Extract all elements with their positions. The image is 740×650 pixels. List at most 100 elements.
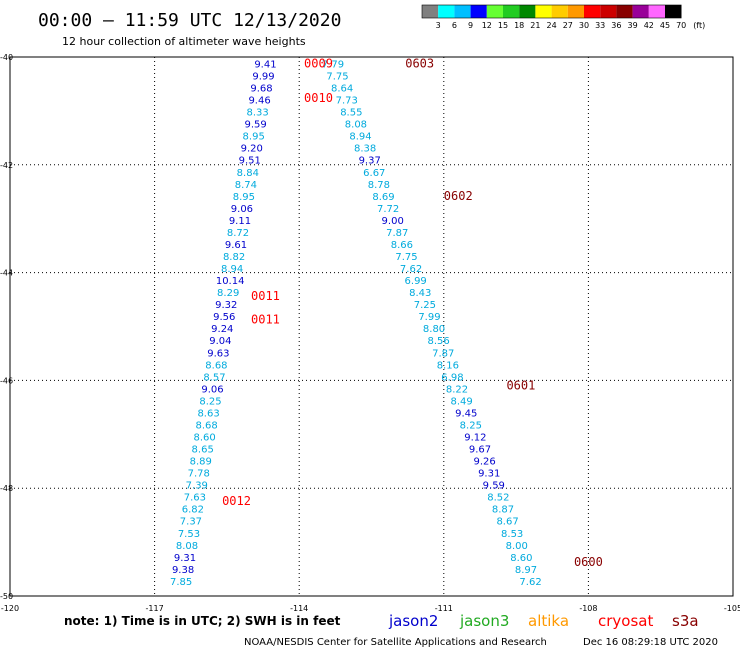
wave-height-label: 9.32 xyxy=(215,300,237,311)
satellite-jason3: jason3 xyxy=(459,612,509,630)
wave-height-label: 8.16 xyxy=(437,360,459,371)
wave-height-label: 7.72 xyxy=(377,204,399,215)
colorbar-label: 12 xyxy=(482,21,492,30)
wave-height-label: 8.63 xyxy=(197,408,219,419)
wave-height-label: 9.61 xyxy=(225,240,247,251)
wave-height-label: 8.72 xyxy=(227,228,249,239)
wave-height-label: 8.33 xyxy=(246,108,268,119)
wave-height-label: 8.74 xyxy=(235,180,257,191)
wave-height-label: 8.95 xyxy=(233,192,255,203)
colorbar-swatch xyxy=(648,5,665,18)
wave-height-label: 7.39 xyxy=(186,481,208,492)
wave-height-label: 6.67 xyxy=(363,168,385,179)
wave-height-label: 8.87 xyxy=(492,505,514,516)
wave-height-label: 8.56 xyxy=(428,336,450,347)
wave-height-label: 9.00 xyxy=(382,216,404,227)
wave-height-label: 9.63 xyxy=(207,348,229,359)
colorbar-label: 42 xyxy=(644,21,654,30)
wave-height-label: 7.87 xyxy=(432,348,454,359)
wave-height-values: 9.419.999.689.468.339.598.959.209.518.84… xyxy=(170,59,542,587)
satellite-s3a: s3a xyxy=(672,612,699,630)
colorbar-swatch xyxy=(600,5,617,18)
footer-credit: NOAA/NESDIS Center for Satellite Applica… xyxy=(244,637,547,648)
colorbar-label: 39 xyxy=(628,21,638,30)
wave-height-label: 10.14 xyxy=(216,276,245,287)
wave-height-label: 8.94 xyxy=(221,264,243,275)
wave-height-label: 9.51 xyxy=(239,156,261,167)
colorbar-swatch xyxy=(665,5,682,18)
time-label: 0011 xyxy=(251,289,280,303)
wave-height-label: 8.00 xyxy=(506,541,528,552)
wave-height-label: 9.56 xyxy=(213,312,235,323)
x-tick-label: -120 xyxy=(1,604,19,613)
y-tick-label: -50 xyxy=(0,592,13,601)
colorbar-swatch xyxy=(535,5,552,18)
wave-height-label: 9.06 xyxy=(201,384,223,395)
wave-height-label: 8.08 xyxy=(176,541,198,552)
wave-height-label: 6.98 xyxy=(441,372,463,383)
wave-height-label: 8.89 xyxy=(190,457,212,468)
wave-height-label: 8.97 xyxy=(515,565,537,576)
wave-height-label: 7.79 xyxy=(322,59,344,70)
wave-height-label: 9.26 xyxy=(473,457,495,468)
colorbar-legend: 3 6 9 12 15 18 21 24 27 30 33 36 39 42 45 70 (ft) xyxy=(421,4,705,30)
wave-height-label: 8.52 xyxy=(487,493,509,504)
colorbar-label: 24 xyxy=(547,21,557,30)
colorbar-label: 70 xyxy=(676,21,686,30)
wave-height-label: 8.60 xyxy=(510,553,532,564)
wave-height-label: 9.12 xyxy=(464,433,486,444)
wave-height-label: 8.49 xyxy=(450,396,472,407)
x-tick-label: -108 xyxy=(579,604,597,613)
wave-height-label: 9.67 xyxy=(469,445,491,456)
footer-note: note: 1) Time is in UTC; 2) SWH is in fe… xyxy=(64,614,341,628)
colorbar-swatch xyxy=(422,5,439,18)
plot-area: -120 -117 -114 -111 -108 -105 -40 -42 -44 -46 -48 -… xyxy=(0,53,740,613)
wave-height-label: 8.68 xyxy=(205,360,227,371)
wave-height-label: 8.80 xyxy=(423,324,445,335)
wave-height-label: 8.95 xyxy=(243,132,265,143)
wave-height-label: 7.85 xyxy=(170,577,192,588)
wave-height-label: 7.73 xyxy=(336,96,358,107)
wave-height-label: 8.25 xyxy=(460,420,482,431)
x-tick-label: -114 xyxy=(290,604,308,613)
colorbar-swatch xyxy=(551,5,568,18)
time-label: 0011 xyxy=(251,312,280,326)
y-tick-label: -48 xyxy=(0,484,13,493)
wave-height-label: 9.59 xyxy=(245,120,267,131)
satellite-jason2: jason2 xyxy=(388,612,438,630)
colorbar-swatch xyxy=(486,5,503,18)
colorbar-swatch xyxy=(632,5,649,18)
colorbar-swatch xyxy=(470,5,487,18)
wave-height-label: 9.11 xyxy=(229,216,251,227)
wave-height-label: 7.63 xyxy=(184,493,206,504)
wave-height-label: 7.75 xyxy=(326,72,348,83)
colorbar-swatch xyxy=(503,5,520,18)
colorbar-label: 45 xyxy=(660,21,670,30)
wave-height-label: 8.38 xyxy=(354,144,376,155)
satellite-cryosat: cryosat xyxy=(598,612,653,630)
wave-height-label: 6.99 xyxy=(405,276,427,287)
time-label: 0012 xyxy=(222,494,251,508)
wave-height-label: 8.60 xyxy=(194,433,216,444)
wave-height-label: 8.55 xyxy=(340,108,362,119)
wave-height-label: 8.29 xyxy=(217,288,239,299)
wave-height-label: 7.37 xyxy=(180,517,202,528)
plot-frame xyxy=(9,56,734,597)
colorbar-label: 30 xyxy=(579,21,589,30)
colorbar-unit: (ft) xyxy=(693,21,705,30)
y-tick-label: -42 xyxy=(0,161,13,170)
colorbar-swatch xyxy=(438,5,455,18)
wave-height-label: 7.99 xyxy=(418,312,440,323)
wave-height-label: 9.41 xyxy=(254,59,276,70)
wave-height-label: 9.24 xyxy=(211,324,233,335)
axis-tick-labels: -120 -117 -114 -111 -108 -105 -40 -42 -44 -46 -48 -… xyxy=(0,53,740,613)
colorbar-label: 6 xyxy=(452,21,457,30)
wave-height-label: 8.69 xyxy=(372,192,394,203)
wave-height-label: 7.62 xyxy=(519,577,541,588)
y-tick-label: -40 xyxy=(0,53,13,62)
wave-height-label: 7.78 xyxy=(188,469,210,480)
x-tick-label: -117 xyxy=(146,604,164,613)
wave-height-label: 8.94 xyxy=(349,132,371,143)
wave-height-label: 8.22 xyxy=(446,384,468,395)
